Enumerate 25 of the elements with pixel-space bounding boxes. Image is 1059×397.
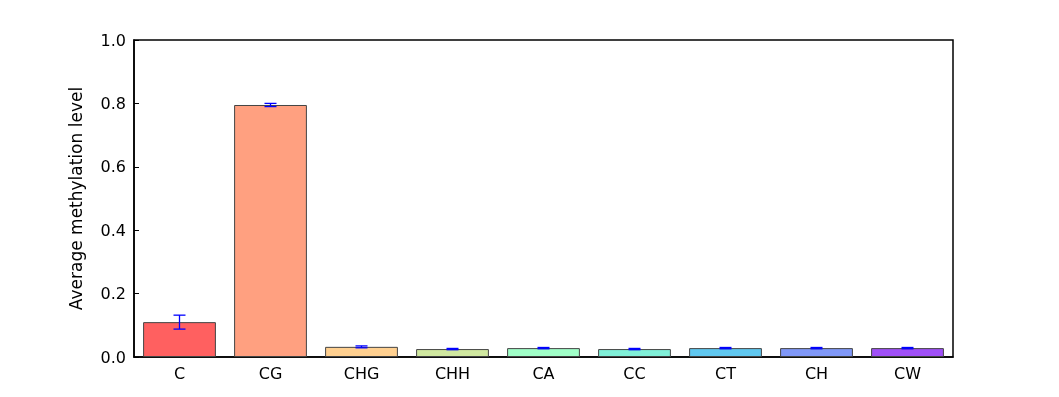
x-tick-label: CG <box>258 363 283 383</box>
x-tick-label: CHG <box>343 363 380 383</box>
bar <box>598 349 671 357</box>
bar <box>689 348 762 357</box>
y-tick-label: 0.6 <box>100 157 126 177</box>
x-tick-label: CH <box>804 363 829 383</box>
bar <box>143 322 216 357</box>
y-tick-label: 0.4 <box>100 220 126 240</box>
bar <box>871 348 944 357</box>
bar <box>507 348 580 357</box>
y-tick-label: 0.2 <box>100 284 126 304</box>
bar <box>416 349 489 357</box>
y-tick-label: 0.8 <box>100 93 126 113</box>
x-tick-label: C <box>173 363 186 383</box>
x-tick-label: CT <box>715 363 737 383</box>
bar <box>234 104 307 357</box>
y-tick-label: 1.0 <box>100 30 126 50</box>
x-tick-label: CW <box>894 363 922 383</box>
y-tick-label: 0.0 <box>100 347 126 367</box>
x-tick-label: CA <box>532 363 555 383</box>
x-tick-label: CC <box>623 363 646 383</box>
bar <box>780 348 853 357</box>
x-tick-label: CHH <box>434 363 471 383</box>
y-axis-title: Average methylation level <box>65 86 86 311</box>
bar <box>325 346 398 357</box>
